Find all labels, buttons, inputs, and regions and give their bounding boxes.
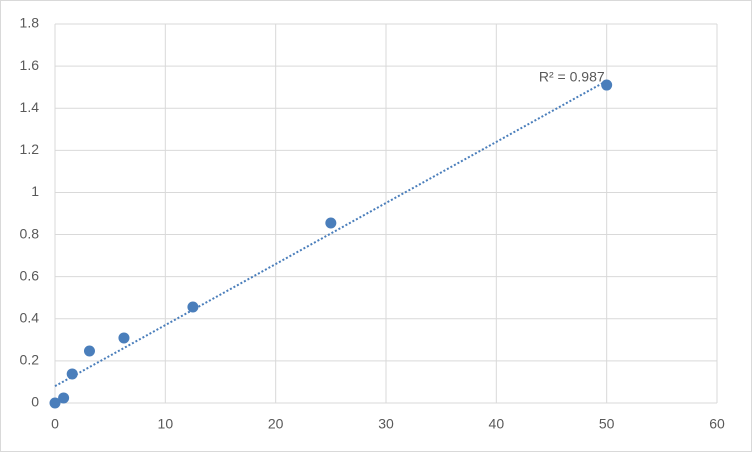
- data-point: [325, 217, 337, 229]
- y-tick-label: 1.6: [20, 57, 40, 73]
- x-tick-label: 10: [158, 416, 174, 432]
- data-point: [187, 301, 199, 313]
- data-point: [118, 332, 130, 344]
- y-tick-label: 0: [31, 394, 39, 410]
- data-point: [66, 368, 78, 380]
- data-point: [58, 392, 70, 404]
- trendline-label: R² = 0.987: [539, 69, 605, 85]
- y-tick-label: 1.8: [20, 15, 40, 31]
- data-point: [601, 79, 613, 91]
- trendline: [54, 79, 608, 388]
- y-tick-label: 0.4: [20, 309, 40, 325]
- y-tick-label: 0.6: [20, 267, 40, 283]
- x-tick-label: 60: [709, 416, 725, 432]
- y-tick-label: 1: [31, 183, 39, 199]
- y-tick-label: 1.2: [20, 141, 40, 157]
- data-point: [49, 397, 61, 409]
- x-tick-label: 20: [268, 416, 284, 432]
- y-tick-label: 0.2: [20, 352, 40, 368]
- data-point: [83, 345, 95, 357]
- x-tick-label: 0: [51, 416, 59, 432]
- y-tick-label: 1.4: [20, 99, 40, 115]
- y-tick-label: 0.8: [20, 225, 40, 241]
- x-tick-label: 40: [489, 416, 505, 432]
- x-tick-label: 50: [599, 416, 615, 432]
- x-tick-label: 30: [378, 416, 394, 432]
